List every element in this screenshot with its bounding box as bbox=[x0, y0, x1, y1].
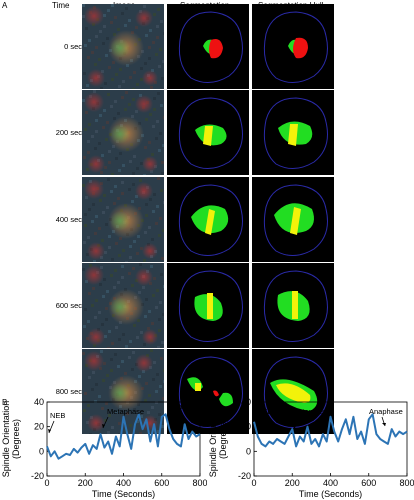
segmentation-hull-image bbox=[252, 177, 334, 262]
x-axis-label: Time (Seconds) bbox=[92, 489, 155, 499]
microscopy-image bbox=[82, 177, 164, 262]
y-tick-label: -20 bbox=[31, 471, 44, 481]
y-axis-label: Spindle Orientation bbox=[1, 401, 11, 478]
x-tick-label: 400 bbox=[323, 478, 338, 488]
segmentation-hull-image bbox=[252, 90, 334, 175]
segmentation-image bbox=[167, 177, 249, 262]
panel-a-label: A bbox=[2, 1, 8, 10]
segmentation-image bbox=[167, 349, 249, 434]
y-tick-label: 40 bbox=[34, 397, 44, 407]
arrow-head bbox=[173, 419, 176, 423]
arrow-head bbox=[382, 423, 386, 426]
segmentation-hull-image bbox=[252, 349, 334, 434]
annotation-label: Anaphase bbox=[369, 407, 403, 416]
y-tick-label: 20 bbox=[241, 422, 251, 432]
x-tick-label: 600 bbox=[154, 478, 169, 488]
x-tick-label: 800 bbox=[192, 478, 207, 488]
y-axis-unit: (Degrees) bbox=[218, 419, 228, 459]
panel-c-label: C bbox=[212, 398, 218, 407]
x-tick-label: 0 bbox=[44, 478, 49, 488]
time-label: 600 sec bbox=[55, 301, 82, 310]
microscopy-image bbox=[82, 4, 164, 89]
x-tick-label: 600 bbox=[361, 478, 376, 488]
annotation-label: Metaphase bbox=[292, 407, 329, 416]
time-label: 400 sec bbox=[55, 215, 82, 224]
x-tick-label: 200 bbox=[78, 478, 93, 488]
y-axis-unit: (Degrees) bbox=[11, 419, 21, 459]
panel-b-label: B bbox=[2, 398, 8, 407]
time-label: 800 sec bbox=[55, 387, 82, 396]
arrow-head bbox=[48, 429, 51, 433]
arrow-head bbox=[255, 420, 258, 424]
segmentation-image bbox=[167, 4, 249, 89]
annotation-label: NEB bbox=[257, 407, 272, 416]
x-tick-label: 800 bbox=[399, 478, 414, 488]
time-header: Time bbox=[52, 1, 70, 10]
x-tick-label: 400 bbox=[116, 478, 131, 488]
y-tick-label: 40 bbox=[241, 397, 251, 407]
annotation-label: NEB bbox=[50, 411, 65, 420]
x-tick-label: 0 bbox=[251, 478, 256, 488]
segmentation-image bbox=[167, 90, 249, 175]
y-tick-label: -20 bbox=[238, 471, 251, 481]
time-label: 0 sec bbox=[64, 42, 82, 51]
y-tick-label: 20 bbox=[34, 422, 44, 432]
segmentation-hull-image bbox=[252, 4, 334, 89]
series-line bbox=[46, 413, 201, 460]
segmentation-image bbox=[167, 263, 249, 348]
y-tick-label: 0 bbox=[39, 446, 44, 456]
arrow-head bbox=[102, 424, 105, 428]
annotation-label: Metaphase bbox=[107, 407, 144, 416]
y-tick-label: 0 bbox=[246, 446, 251, 456]
microscopy-image bbox=[82, 90, 164, 175]
x-axis-label: Time (Seconds) bbox=[299, 489, 362, 499]
time-label: 200 sec bbox=[55, 128, 82, 137]
microscopy-image bbox=[82, 263, 164, 348]
x-tick-label: 200 bbox=[285, 478, 300, 488]
series-line bbox=[253, 413, 408, 448]
segmentation-hull-image bbox=[252, 263, 334, 348]
y-axis-label: Spindle Orientation bbox=[208, 401, 218, 478]
arrow-head bbox=[293, 425, 296, 429]
annotation-label: Anaphase bbox=[169, 402, 203, 411]
